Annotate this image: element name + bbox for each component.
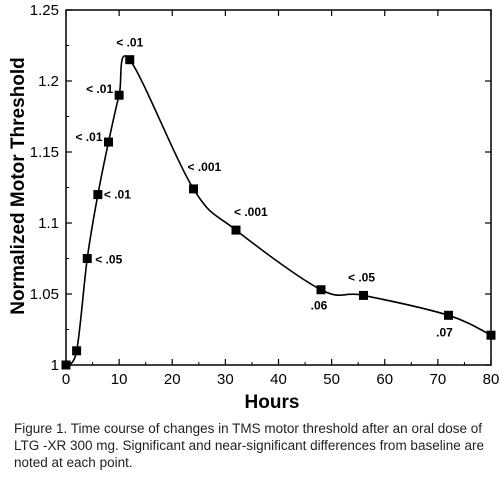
data-point [114, 90, 124, 100]
figure-caption: Figure 1. Time course of changes in TMS … [14, 421, 484, 470]
x-axis-title: Hours [245, 392, 300, 413]
x-tick-label: 40 [270, 371, 287, 388]
axes: 0 10 20 30 40 50 60 70 80 1 1.05 1.1 1.15 1.2 1.25 [30, 2, 500, 388]
point-label: < .001 [188, 160, 222, 174]
data-point [93, 190, 103, 200]
curve [65, 55, 492, 366]
point-label: < .05 [348, 270, 375, 284]
point-labels: < .05 < .01 < .01 < .01 < .01 < .001 < .001 .06… [75, 36, 453, 340]
point-label: .07 [436, 325, 453, 339]
x-tick-label: 50 [323, 371, 340, 388]
y-tick-label: 1.25 [30, 2, 59, 19]
point-label: < .001 [234, 205, 268, 219]
y-tick-label: 1.2 [38, 73, 59, 90]
x-tick-label: 60 [376, 371, 393, 388]
data-points [61, 55, 496, 370]
data-point [72, 346, 82, 356]
data-point [486, 330, 496, 340]
data-point [82, 254, 92, 263]
data-point [359, 290, 368, 300]
x-tick-label: 0 [62, 371, 70, 388]
x-tick-label: 80 [483, 371, 500, 388]
data-point [444, 310, 453, 320]
y-axis-title: Normalized Motor Threshold [8, 57, 29, 315]
y-tick-label: 1.05 [30, 286, 59, 303]
series-line [65, 55, 492, 366]
data-point [61, 360, 71, 370]
data-point [189, 184, 198, 194]
data-point [104, 137, 113, 147]
chart: 0 10 20 30 40 50 60 70 80 1 1.05 1.1 1.15 1.2 1.25 < .… [8, 2, 500, 413]
data-point [125, 55, 135, 65]
data-point [231, 225, 241, 235]
point-label: < .01 [116, 36, 143, 50]
y-tick-label: 1 [51, 357, 59, 374]
point-label: < .01 [75, 130, 102, 144]
x-tick-label: 20 [164, 371, 181, 388]
x-tick-label: 10 [111, 371, 128, 388]
data-point [316, 285, 326, 295]
y-tick-label: 1.1 [38, 215, 59, 232]
y-tick-label: 1.15 [30, 144, 59, 161]
point-label: < .01 [86, 82, 113, 96]
point-label: < .01 [104, 188, 131, 202]
x-tick-label: 70 [430, 371, 447, 388]
point-label: < .05 [95, 253, 122, 267]
x-tick-label: 30 [217, 371, 234, 388]
point-label: .06 [311, 299, 328, 313]
